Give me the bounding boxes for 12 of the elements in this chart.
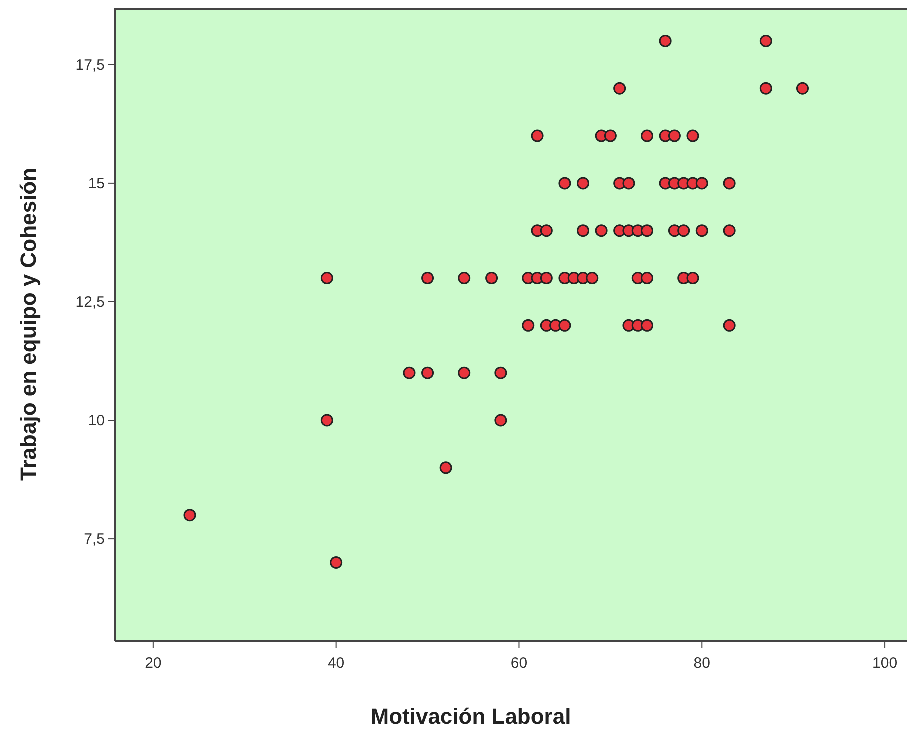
y-axis-title: Trabajo en equipo y Cohesión <box>16 168 41 481</box>
x-tick-label: 60 <box>510 655 528 672</box>
x-tick-label: 80 <box>694 655 710 672</box>
y-tick-label: 12,5 <box>76 294 105 311</box>
y-tick-label: 7,5 <box>84 531 105 548</box>
x-tick-label: 20 <box>145 655 162 672</box>
y-tick-label: 15 <box>88 175 105 192</box>
y-tick-label: 10 <box>88 412 105 430</box>
x-tick-label: 40 <box>328 655 345 672</box>
x-tick-label: 100 <box>872 655 898 672</box>
y-tick-label: 17,5 <box>76 56 105 74</box>
x-axis-title: Motivación Laboral <box>370 704 572 729</box>
